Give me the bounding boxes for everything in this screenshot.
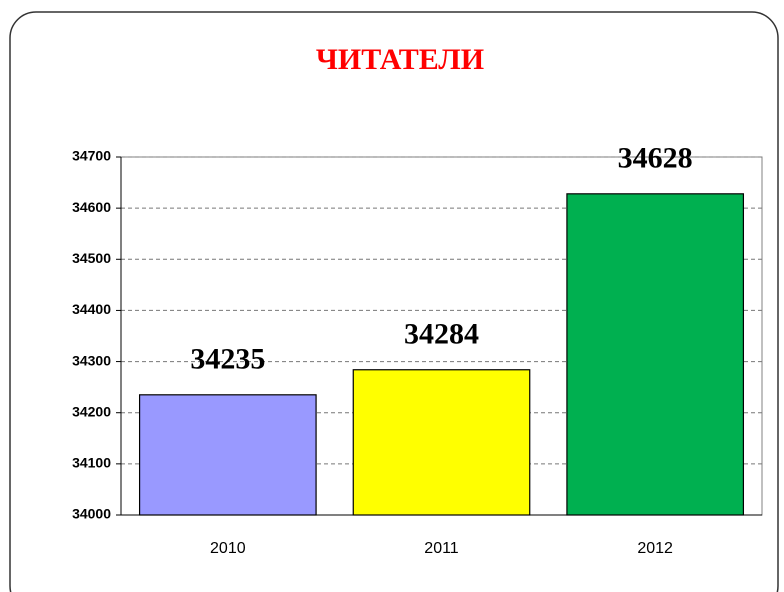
y-tick-label: 34600: [72, 199, 111, 215]
y-tick-label: 34300: [72, 352, 111, 368]
y-tick-label: 34000: [72, 506, 111, 522]
y-tick-label: 34700: [72, 148, 111, 164]
y-tick-label: 34500: [72, 250, 111, 266]
x-tick-label: 2011: [424, 540, 459, 557]
data-label: 34628: [618, 142, 693, 175]
chart-title: ЧИТАТЕЛИ: [316, 43, 484, 76]
data-label: 34284: [404, 318, 479, 351]
bar: [138, 394, 317, 516]
y-tick-label: 34400: [72, 301, 111, 317]
bar: [566, 193, 745, 516]
y-tick-label: 34200: [72, 403, 111, 419]
bar: [352, 369, 531, 516]
data-label: 34235: [190, 343, 265, 376]
x-tick-label: 2012: [637, 540, 673, 557]
y-tick-label: 34100: [72, 455, 111, 471]
x-tick-label: 2010: [210, 540, 246, 557]
